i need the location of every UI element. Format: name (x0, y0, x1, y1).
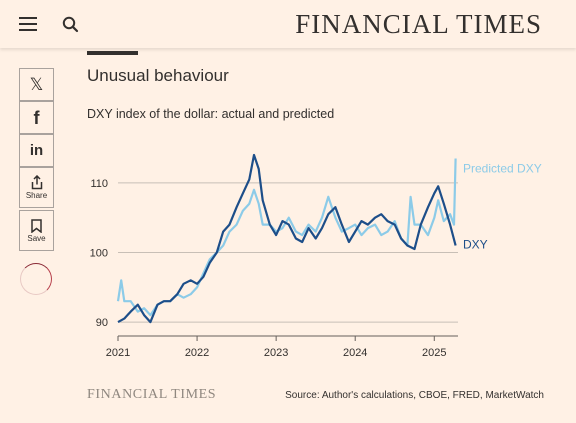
x-tick-label: 2024 (343, 347, 367, 359)
search-button[interactable] (60, 14, 82, 36)
save-label: Save (27, 233, 46, 243)
save-button[interactable]: Save (19, 210, 54, 251)
footer-ft-logo: FINANCIAL TIMES (87, 387, 217, 402)
x-tick-label: 2022 (185, 347, 209, 359)
y-tick-label: 90 (96, 317, 108, 329)
share-button[interactable]: Share (19, 167, 54, 208)
dxy-line (117, 153, 457, 324)
predicted-dxy-series-label: Predicted DXY (463, 161, 542, 175)
article-title: Unusual behaviour (87, 66, 229, 85)
bookmark-icon (31, 218, 42, 233)
y-tick-label: 110 (90, 178, 108, 190)
y-tick-label: 100 (90, 247, 108, 259)
source-note: Source: Author's calculations, CBOE, FRE… (285, 390, 544, 401)
linkedin-icon: in (29, 142, 44, 159)
share-label: Share (25, 191, 48, 200)
x-logo-icon: 𝕏 (29, 75, 44, 94)
loading-spinner-icon (20, 263, 52, 295)
share-linkedin-button[interactable]: in (19, 134, 54, 167)
title-rule (87, 51, 138, 55)
share-icon (31, 175, 42, 190)
hamburger-menu-icon (19, 17, 37, 19)
share-facebook-button[interactable]: f (19, 101, 54, 134)
dxy-series-label: DXY (463, 238, 488, 252)
share-x-button[interactable]: 𝕏 (19, 68, 54, 101)
search-icon (62, 16, 79, 33)
x-tick-label: 2021 (106, 347, 130, 359)
menu-button[interactable] (19, 15, 39, 33)
chart-title: DXY index of the dollar: actual and pred… (87, 107, 335, 121)
hamburger-menu-icon-bar (19, 23, 37, 25)
x-tick-label: 2023 (264, 347, 288, 359)
hamburger-menu-icon-bar (19, 29, 37, 31)
x-tick-label: 2025 (422, 347, 446, 359)
site-header: FINANCIAL TIMES (0, 0, 576, 48)
facebook-icon: f (33, 107, 40, 128)
predicted-dxy-line (116, 158, 457, 317)
masthead-logo[interactable]: FINANCIAL TIMES (295, 9, 542, 39)
